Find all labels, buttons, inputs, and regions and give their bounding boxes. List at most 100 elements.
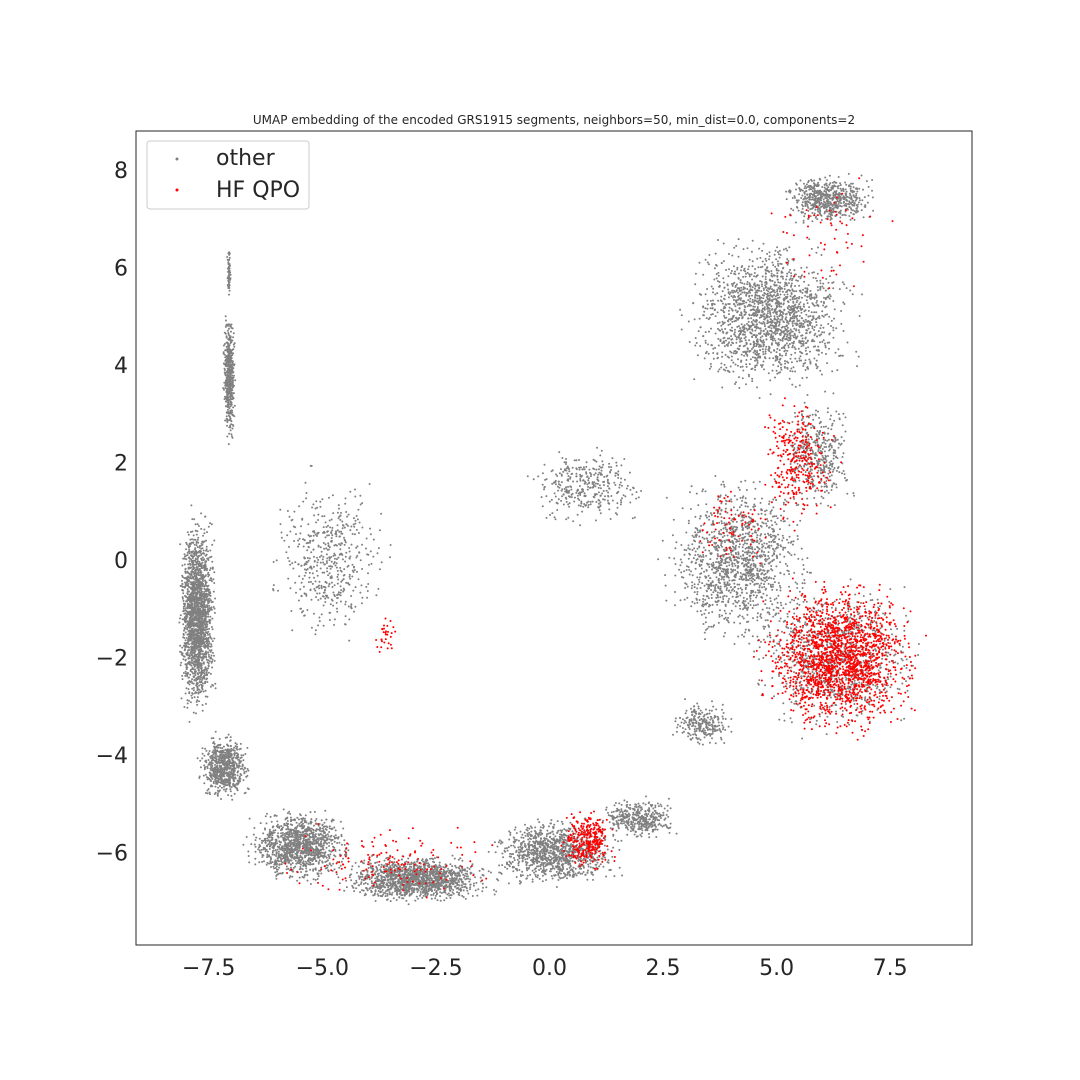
data-point <box>283 836 286 839</box>
data-point <box>229 374 232 377</box>
data-point <box>217 777 220 780</box>
data-point <box>280 863 283 866</box>
data-point <box>196 546 199 548</box>
data-point <box>266 812 268 815</box>
data-point <box>235 756 238 759</box>
data-point <box>189 668 192 671</box>
data-point <box>211 683 214 686</box>
data-point <box>198 675 201 678</box>
data-point <box>233 792 236 795</box>
data-point <box>356 871 358 874</box>
data-point <box>200 683 203 686</box>
data-point <box>383 864 386 867</box>
data-point <box>327 869 330 872</box>
data-point <box>185 637 188 639</box>
data-point <box>186 702 189 705</box>
data-point <box>216 770 218 773</box>
data-point <box>434 894 437 897</box>
data-point <box>228 273 231 276</box>
data-point <box>203 590 206 593</box>
data-point <box>200 650 203 653</box>
data-point <box>215 761 218 763</box>
data-point <box>225 358 227 361</box>
data-point <box>231 360 233 363</box>
data-point <box>185 541 188 544</box>
data-point <box>185 554 188 557</box>
data-point <box>206 681 209 683</box>
data-point <box>276 820 279 823</box>
data-point <box>186 662 189 665</box>
data-point <box>190 630 193 633</box>
data-point <box>231 374 234 377</box>
data-point <box>203 587 206 590</box>
data-point <box>320 833 323 836</box>
data-point <box>194 668 196 671</box>
data-point <box>200 589 203 591</box>
data-point <box>314 819 317 822</box>
data-point <box>433 857 436 860</box>
data-point <box>416 891 419 893</box>
data-point <box>306 850 308 853</box>
data-point <box>313 824 315 827</box>
data-point <box>232 760 235 763</box>
data-point <box>196 646 199 649</box>
data-point <box>222 344 225 347</box>
data-point <box>295 826 298 829</box>
data-point <box>186 551 189 554</box>
data-point <box>276 848 279 851</box>
data-point <box>192 598 195 601</box>
data-point <box>279 854 282 856</box>
data-point <box>317 855 320 858</box>
data-point <box>315 835 318 838</box>
data-point <box>203 635 206 637</box>
data-point <box>194 674 197 677</box>
data-point <box>205 549 208 552</box>
data-point <box>183 553 186 556</box>
data-point <box>267 834 270 837</box>
data-point <box>211 640 214 643</box>
data-point <box>307 860 310 863</box>
data-point <box>194 523 197 526</box>
data-point <box>213 571 216 574</box>
data-point <box>203 600 206 603</box>
data-point <box>182 605 185 608</box>
data-point <box>218 762 221 765</box>
data-point <box>276 823 279 826</box>
data-point <box>284 818 287 821</box>
data-point <box>184 607 187 610</box>
data-point <box>317 824 320 827</box>
data-point <box>195 630 198 633</box>
data-point <box>285 868 288 871</box>
data-point <box>198 662 201 664</box>
data-point <box>312 828 315 831</box>
data-point <box>221 747 224 750</box>
data-point <box>292 829 295 832</box>
data-point <box>190 605 193 608</box>
data-point <box>269 833 272 836</box>
data-point <box>290 828 293 831</box>
data-point <box>207 550 209 553</box>
data-point <box>271 834 274 837</box>
data-point <box>208 649 211 652</box>
data-point <box>228 263 231 265</box>
data-point <box>194 548 196 551</box>
data-point <box>197 665 200 668</box>
data-point <box>190 670 193 673</box>
data-point <box>185 668 188 671</box>
data-point <box>338 849 341 852</box>
data-point <box>274 843 277 846</box>
data-point <box>270 857 273 860</box>
data-point <box>254 857 257 860</box>
data-point <box>286 847 289 850</box>
data-point <box>288 859 290 862</box>
data-point <box>270 843 273 846</box>
data-point <box>198 642 201 645</box>
data-point <box>212 737 215 740</box>
data-point <box>227 346 230 349</box>
data-point <box>228 759 231 762</box>
data-point <box>228 364 231 367</box>
data-point <box>204 579 206 582</box>
data-point <box>305 844 308 847</box>
data-point <box>193 657 196 660</box>
data-point <box>184 692 187 695</box>
